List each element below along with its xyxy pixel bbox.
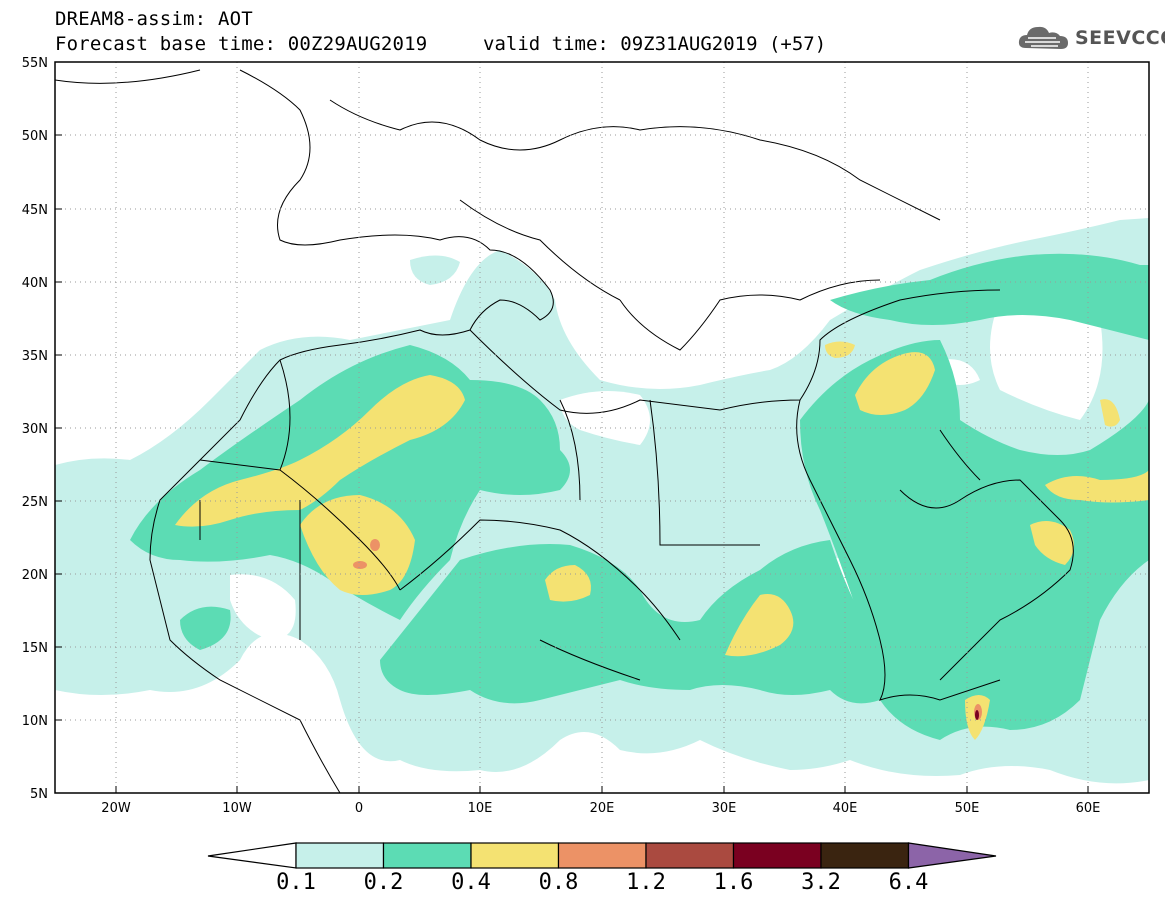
colorbar-segment xyxy=(732,842,822,869)
aot-layer-0.2 xyxy=(130,253,1149,740)
lat-label: 25N xyxy=(22,495,48,510)
colorbar-segment xyxy=(470,842,560,869)
colorbar xyxy=(207,842,997,869)
longitude-labels: 20W 10W 0 10E 20E 30E 40E 50E 60E xyxy=(101,801,1100,816)
colorbar-segment xyxy=(557,842,647,869)
forecast-base-time: Forecast base time: 00Z29AUG2019 xyxy=(55,33,428,55)
colorbar-segment xyxy=(820,842,910,869)
graticule xyxy=(55,62,1149,793)
lon-label: 0 xyxy=(355,801,363,816)
lon-label: 40E xyxy=(833,801,858,816)
lat-label: 10N xyxy=(22,714,48,729)
lat-label: 15N xyxy=(22,641,48,656)
lat-label: 20N xyxy=(22,568,48,583)
latitude-labels: 55N 50N 45N 40N 35N 30N 25N 20N 15N 10N … xyxy=(22,56,48,802)
lat-label: 45N xyxy=(22,203,48,218)
colorbar-label: 1.6 xyxy=(713,870,754,895)
colorbar-label: 0.2 xyxy=(363,870,404,895)
lon-label: 10W xyxy=(222,801,252,816)
coastlines xyxy=(55,69,1074,793)
lat-label: 5N xyxy=(30,787,48,802)
aot-layer-0.8 xyxy=(353,539,982,720)
colorbar-segment xyxy=(295,842,385,869)
colorbar-label: 0.4 xyxy=(451,870,491,895)
colorbar-label: 6.4 xyxy=(888,870,929,895)
lat-label: 40N xyxy=(22,276,48,291)
seevccc-logo: SEEVCCC xyxy=(1016,22,1165,56)
colorbar-label: 3.2 xyxy=(801,870,841,895)
colorbar-label: 0.1 xyxy=(276,870,316,895)
lon-label: 50E xyxy=(955,801,980,816)
lon-label: 30E xyxy=(712,801,737,816)
lat-label: 30N xyxy=(22,422,48,437)
valid-time: valid time: 09Z31AUG2019 (+57) xyxy=(483,33,827,55)
colorbar-label: 0.8 xyxy=(538,870,579,895)
aot-layer-1.6 xyxy=(975,710,979,720)
logo-text: SEEVCCC xyxy=(1075,27,1165,49)
cloud-icon xyxy=(1018,26,1068,49)
lon-label: 60E xyxy=(1076,801,1101,816)
lat-label: 55N xyxy=(22,56,48,71)
colorbar-segment xyxy=(382,842,472,869)
lat-label: 35N xyxy=(22,349,48,364)
colorbar-segment xyxy=(907,842,997,869)
lat-label: 50N xyxy=(22,129,48,144)
lon-label: 20W xyxy=(101,801,131,816)
colorbar-segment xyxy=(645,842,735,869)
colorbar-segment xyxy=(207,842,297,869)
colorbar-label: 1.2 xyxy=(626,870,666,895)
lon-label: 20E xyxy=(590,801,615,816)
axis-ticks xyxy=(55,61,1089,794)
lon-label: 10E xyxy=(468,801,493,816)
aot-layer-0.4 xyxy=(175,341,1149,740)
title-line1: DREAM8-assim: AOT xyxy=(55,8,253,30)
